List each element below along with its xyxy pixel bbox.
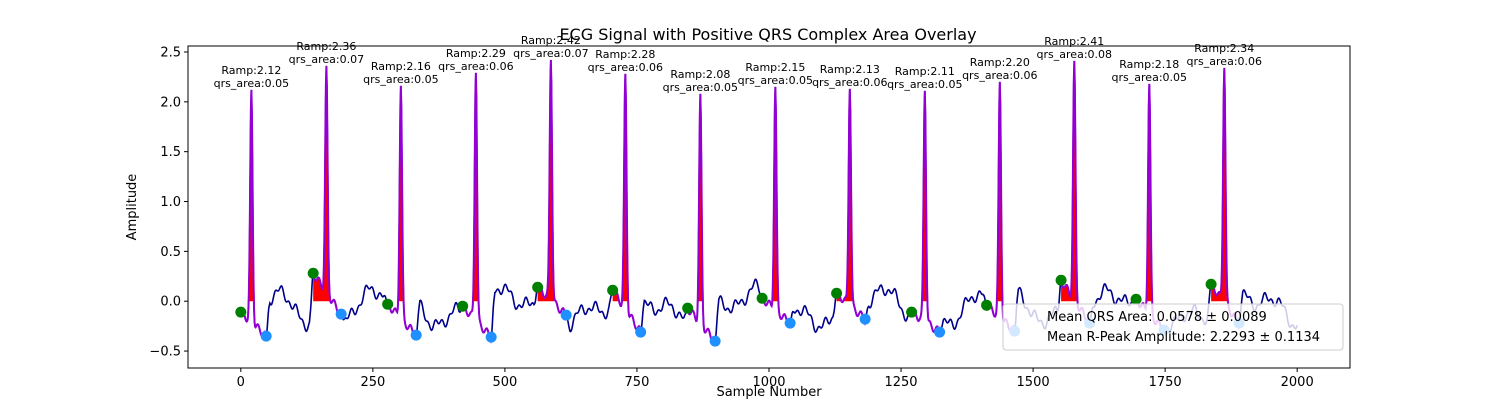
qrs-area-annotation: qrs_area:0.07 — [513, 47, 588, 60]
ramp-annotation: Ramp:2.08 — [670, 68, 730, 81]
x-tick-label: 750 — [625, 375, 650, 390]
q-point-marker — [607, 284, 619, 296]
qrs-area-annotation: qrs_area:0.05 — [214, 77, 289, 90]
y-tick-label: −0.5 — [149, 345, 181, 360]
x-tick-label: 2000 — [1281, 375, 1314, 390]
qrs-area-annotation: qrs_area:0.06 — [1187, 55, 1262, 68]
qrs-segment-line — [386, 85, 418, 339]
y-tick-label: 2.0 — [160, 95, 181, 110]
x-tick-label: 1250 — [884, 375, 917, 390]
q-point-marker — [756, 292, 768, 304]
qrs-area-annotation: qrs_area:0.05 — [663, 81, 738, 94]
q-point-marker — [1205, 278, 1217, 290]
x-tick-label: 1500 — [1017, 375, 1050, 390]
s-point-marker — [335, 308, 347, 320]
ramp-annotation: Ramp:2.41 — [1044, 35, 1104, 48]
s-point-marker — [410, 329, 422, 341]
qrs-area-annotation: qrs_area:0.07 — [289, 53, 364, 66]
qrs-area-annotation: qrs_area:0.06 — [438, 60, 513, 73]
ramp-annotation: Ramp:2.42 — [521, 34, 581, 47]
qrs-area-annotation: qrs_area:0.08 — [1037, 48, 1112, 61]
y-tick-label: 2.5 — [160, 45, 181, 60]
q-point-marker — [682, 302, 694, 314]
ramp-annotation: Ramp:2.12 — [221, 64, 281, 77]
q-point-marker — [532, 281, 544, 293]
qrs-area-annotation: qrs_area:0.05 — [363, 73, 438, 86]
q-point-marker — [235, 306, 247, 318]
x-tick-label: 500 — [492, 375, 517, 390]
ramp-annotation: Ramp:2.18 — [1119, 58, 1179, 71]
s-point-marker — [485, 331, 497, 343]
q-point-marker — [1055, 274, 1067, 286]
s-point-marker — [784, 317, 796, 329]
qrs-area-annotation: qrs_area:0.05 — [1112, 71, 1187, 84]
legend-entry-mean-rpeak: Mean R-Peak Amplitude: 2.2293 ± 0.1134 — [1047, 330, 1320, 345]
qrs-segment-line — [761, 86, 792, 327]
q-point-marker — [1130, 293, 1142, 305]
qrs-area-annotation: qrs_area:0.05 — [887, 78, 962, 91]
x-tick-label: 0 — [237, 375, 245, 390]
y-tick-label: 0.0 — [160, 295, 181, 310]
qrs-area-annotation: qrs_area:0.06 — [812, 76, 887, 89]
ramp-annotation: Ramp:2.11 — [895, 65, 955, 78]
plot-area: Ramp:2.12qrs_area:0.05Ramp:2.36qrs_area:… — [214, 34, 1298, 347]
qrs-area-annotation: qrs_area:0.06 — [588, 61, 663, 74]
qrs-segment-line — [835, 88, 867, 326]
q-point-marker — [981, 299, 993, 311]
qrs-area-annotation: qrs_area:0.06 — [962, 69, 1037, 82]
q-point-marker — [307, 267, 319, 279]
x-tick-label: 1000 — [752, 375, 785, 390]
y-tick-label: 1.5 — [160, 145, 181, 160]
s-point-marker — [635, 326, 647, 338]
s-point-marker — [709, 335, 721, 347]
axes: 0 250 500 750 1000 1250 1500 1750 2000 −0.5 0.0 0.5… — [149, 45, 1313, 390]
x-axis-label: Sample Number — [716, 385, 822, 400]
x-tick-label: 250 — [360, 375, 385, 390]
qrs-segment-line — [312, 65, 343, 316]
y-tick-label: 1.0 — [160, 195, 181, 210]
q-point-marker — [906, 306, 918, 318]
q-point-marker — [382, 298, 394, 310]
s-point-marker — [859, 313, 871, 325]
y-tick-label: 0.5 — [160, 245, 181, 260]
s-point-marker — [934, 326, 946, 338]
legend: Mean QRS Area: 0.0578 ± 0.0089 Mean R-Pe… — [1002, 303, 1344, 351]
chart-title: ECG Signal with Positive QRS Complex Are… — [559, 25, 976, 44]
s-point-marker — [260, 330, 272, 342]
ramp-annotation: Ramp:2.13 — [820, 63, 880, 76]
ramp-annotation: Ramp:2.29 — [446, 47, 506, 60]
s-point-marker — [560, 309, 572, 321]
ramp-annotation: Ramp:2.16 — [371, 60, 431, 73]
q-point-marker — [457, 300, 469, 312]
legend-entry-mean-qrs: Mean QRS Area: 0.0578 ± 0.0089 — [1047, 310, 1267, 325]
ramp-annotation: Ramp:2.28 — [595, 48, 655, 61]
legend-box — [1002, 303, 1344, 351]
ramp-annotation: Ramp:2.15 — [745, 61, 805, 74]
x-tick-label: 1750 — [1149, 375, 1182, 390]
y-axis-label: Amplitude — [125, 174, 140, 241]
ramp-annotation: Ramp:2.20 — [970, 56, 1030, 69]
qrs-segment-line — [536, 59, 568, 319]
q-point-marker — [831, 287, 843, 299]
ramp-annotation: Ramp:2.34 — [1194, 42, 1254, 55]
qrs-segment-line — [611, 73, 642, 333]
qrs-segment-line — [461, 72, 493, 344]
qrs-area-annotation: qrs_area:0.05 — [738, 74, 813, 87]
